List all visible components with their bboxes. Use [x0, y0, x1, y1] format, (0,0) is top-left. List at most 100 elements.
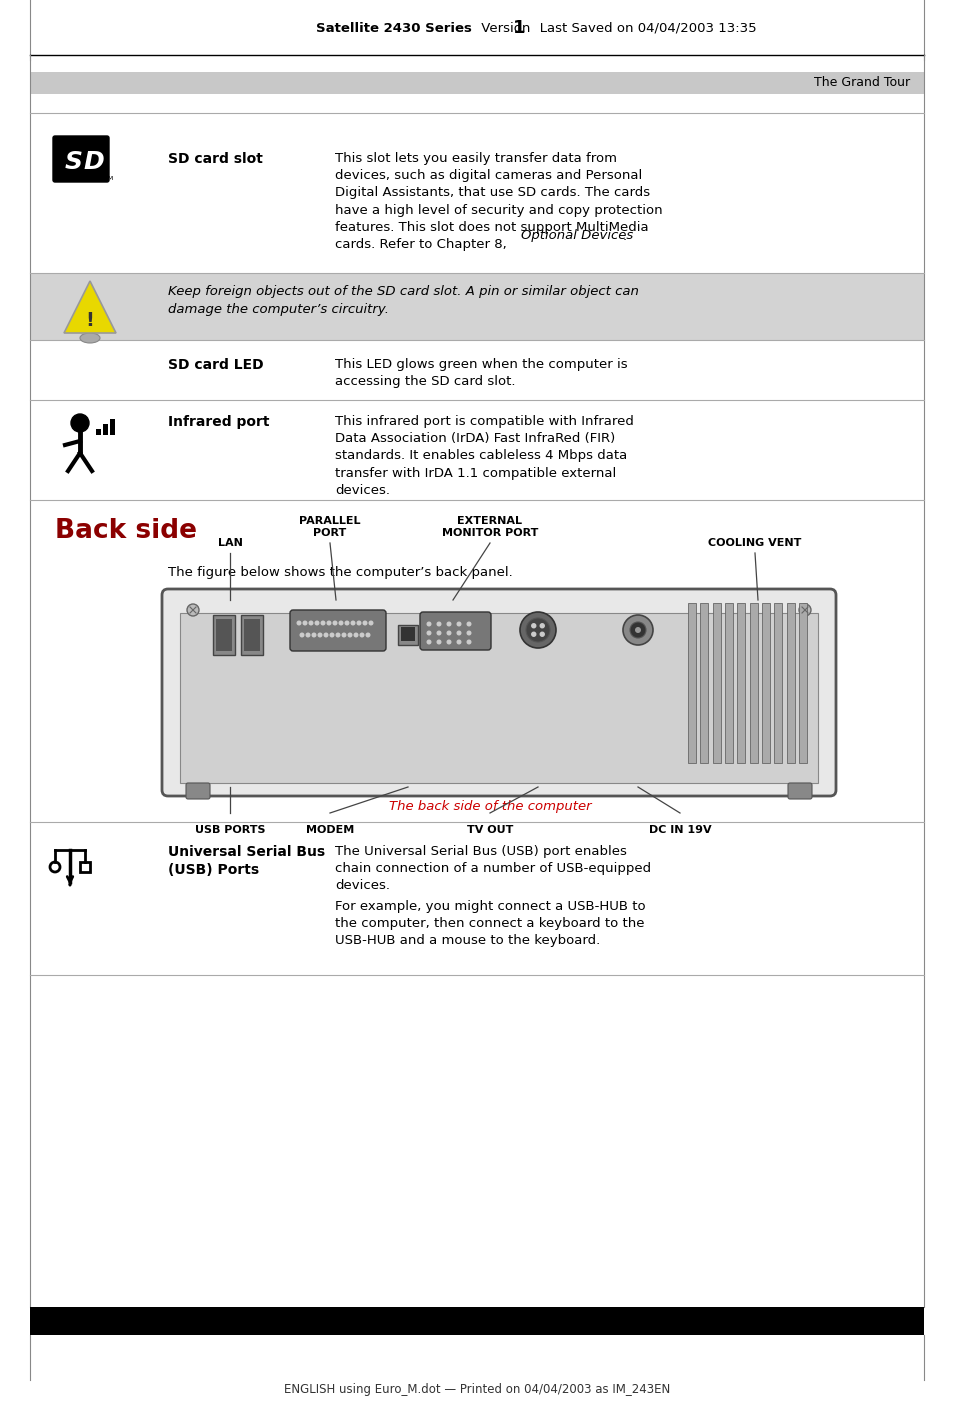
- Text: !: !: [86, 311, 94, 331]
- Circle shape: [629, 622, 645, 638]
- Circle shape: [436, 631, 440, 635]
- Bar: [749, 603, 757, 763]
- Text: The Universal Serial Bus (USB) port enables
chain connection of a number of USB-: The Universal Serial Bus (USB) port enab…: [335, 845, 651, 893]
- Circle shape: [321, 621, 324, 625]
- Text: TM: TM: [105, 176, 114, 180]
- Bar: [687, 603, 696, 763]
- Circle shape: [187, 604, 199, 617]
- Text: Optional Devices: Optional Devices: [520, 230, 633, 242]
- Text: ENGLISH using Euro_M.dot — Printed on 04/04/2003 as IM_243EN: ENGLISH using Euro_M.dot — Printed on 04…: [284, 1383, 669, 1395]
- Text: 2-5: 2-5: [889, 1315, 913, 1328]
- Bar: [400, 627, 415, 641]
- Circle shape: [309, 621, 313, 625]
- Bar: [724, 603, 732, 763]
- Bar: [96, 429, 101, 435]
- Bar: [774, 603, 781, 763]
- Circle shape: [447, 631, 451, 635]
- Circle shape: [335, 634, 339, 636]
- Text: Satellite 2430 Series: Satellite 2430 Series: [60, 1315, 215, 1328]
- Text: Infrared port: Infrared port: [168, 415, 269, 429]
- Circle shape: [369, 621, 373, 625]
- Circle shape: [447, 641, 451, 643]
- FancyBboxPatch shape: [290, 610, 386, 650]
- Circle shape: [342, 634, 345, 636]
- Bar: [241, 615, 263, 655]
- Bar: [737, 603, 744, 763]
- Circle shape: [354, 634, 357, 636]
- Text: COOLING VENT: COOLING VENT: [707, 538, 801, 548]
- FancyBboxPatch shape: [186, 783, 210, 798]
- Circle shape: [519, 612, 556, 648]
- Circle shape: [539, 632, 543, 636]
- Polygon shape: [64, 282, 116, 334]
- Bar: [110, 420, 115, 435]
- Circle shape: [467, 641, 471, 643]
- Bar: [30, 273, 923, 339]
- Bar: [30, 1307, 923, 1335]
- Text: The back side of the computer: The back side of the computer: [388, 800, 591, 812]
- Circle shape: [447, 622, 451, 625]
- Circle shape: [360, 634, 363, 636]
- Text: S: S: [65, 151, 83, 175]
- Circle shape: [366, 634, 370, 636]
- Circle shape: [300, 634, 303, 636]
- Text: USB PORTS: USB PORTS: [194, 825, 265, 835]
- Bar: [397, 625, 417, 645]
- Bar: [700, 603, 707, 763]
- Circle shape: [327, 621, 331, 625]
- Circle shape: [467, 631, 471, 635]
- Circle shape: [351, 621, 355, 625]
- Text: This LED glows green when the computer is
accessing the SD card slot.: This LED glows green when the computer i…: [335, 358, 627, 389]
- Bar: [180, 612, 817, 783]
- Circle shape: [297, 621, 300, 625]
- Text: EXTERNAL
MONITOR PORT: EXTERNAL MONITOR PORT: [441, 517, 537, 538]
- Circle shape: [525, 618, 550, 642]
- Circle shape: [356, 621, 360, 625]
- Circle shape: [456, 641, 460, 643]
- Circle shape: [467, 622, 471, 625]
- Text: Universal Serial Bus
(USB) Ports: Universal Serial Bus (USB) Ports: [168, 845, 325, 877]
- Text: SD card slot: SD card slot: [168, 152, 263, 166]
- Circle shape: [799, 604, 810, 617]
- Text: Satellite 2430 Series: Satellite 2430 Series: [316, 21, 476, 35]
- Text: PARALLEL
PORT: PARALLEL PORT: [299, 517, 360, 538]
- Bar: [712, 603, 720, 763]
- Bar: [103, 424, 108, 435]
- FancyBboxPatch shape: [53, 137, 109, 182]
- Text: SD card LED: SD card LED: [168, 358, 263, 372]
- Text: Back side: Back side: [55, 518, 196, 543]
- FancyBboxPatch shape: [162, 589, 835, 796]
- Text: Keep foreign objects out of the SD card slot. A pin or similar object can
damage: Keep foreign objects out of the SD card …: [168, 284, 639, 315]
- Circle shape: [306, 634, 310, 636]
- Bar: [761, 603, 769, 763]
- Bar: [244, 620, 260, 650]
- Circle shape: [333, 621, 336, 625]
- Circle shape: [71, 414, 89, 432]
- Circle shape: [436, 622, 440, 625]
- Circle shape: [314, 621, 318, 625]
- Circle shape: [427, 641, 431, 643]
- Circle shape: [436, 641, 440, 643]
- Circle shape: [427, 622, 431, 625]
- Circle shape: [635, 627, 640, 634]
- Text: The figure below shows the computer’s back panel.: The figure below shows the computer’s ba…: [168, 566, 512, 579]
- Circle shape: [363, 621, 366, 625]
- Text: LAN: LAN: [217, 538, 242, 548]
- Circle shape: [339, 621, 342, 625]
- Circle shape: [622, 615, 652, 645]
- Circle shape: [318, 634, 321, 636]
- Circle shape: [312, 634, 315, 636]
- Text: For example, you might connect a USB-HUB to
the computer, then connect a keyboar: For example, you might connect a USB-HUB…: [335, 900, 645, 948]
- Circle shape: [539, 624, 543, 628]
- Circle shape: [456, 631, 460, 635]
- Circle shape: [531, 624, 536, 628]
- Bar: [785, 603, 794, 763]
- Circle shape: [427, 631, 431, 635]
- Circle shape: [303, 621, 307, 625]
- FancyBboxPatch shape: [419, 612, 491, 650]
- Bar: [213, 615, 234, 655]
- Bar: [80, 862, 90, 872]
- Circle shape: [345, 621, 349, 625]
- Text: The Grand Tour: The Grand Tour: [813, 76, 909, 90]
- Bar: [798, 603, 806, 763]
